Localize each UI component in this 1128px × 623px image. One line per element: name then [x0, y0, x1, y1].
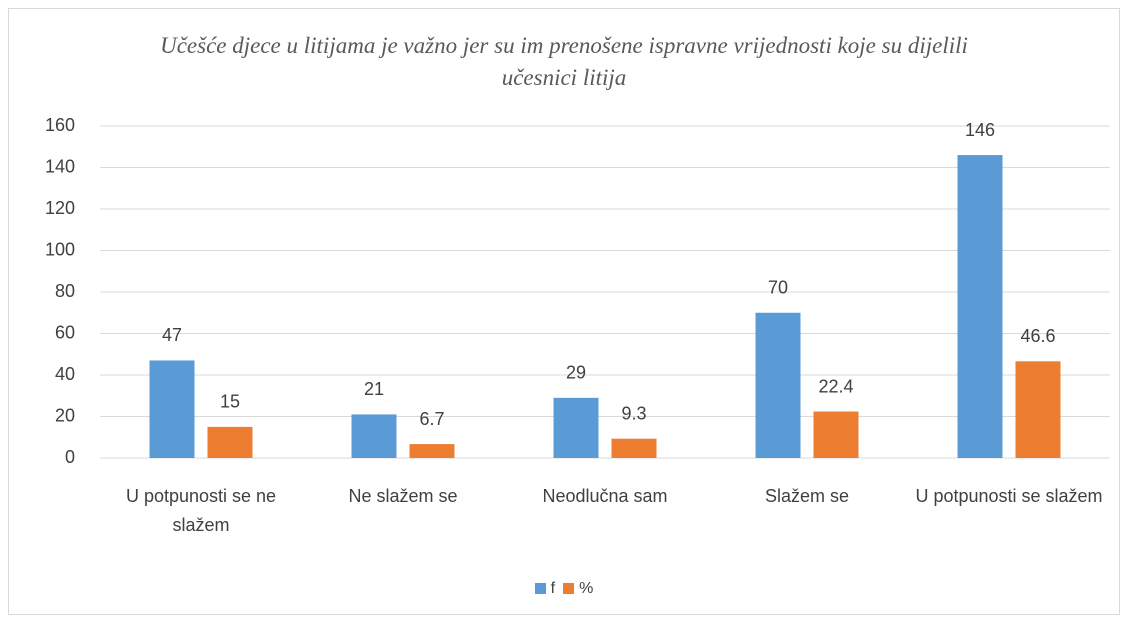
y-tick-label: 20 [55, 405, 75, 425]
y-tick-label: 0 [65, 447, 75, 467]
legend-swatch [563, 583, 575, 594]
legend-swatch [534, 583, 546, 594]
bar [553, 397, 599, 458]
data-label: 146 [965, 120, 995, 140]
x-tick-label: Neodlučna sam [542, 486, 668, 506]
data-label: 21 [364, 379, 384, 399]
bar [1015, 361, 1061, 458]
data-label: 46.6 [1020, 326, 1055, 346]
bar [409, 444, 455, 458]
bar [813, 411, 859, 458]
data-label: 9.3 [621, 403, 646, 423]
y-tick-label: 40 [55, 364, 75, 384]
x-tick-label: U potpunosti se ne slažem [125, 486, 277, 535]
legend-item: f [534, 580, 556, 598]
y-tick-label: 120 [45, 198, 75, 218]
data-label: 15 [220, 392, 240, 412]
y-tick-label: 80 [55, 281, 75, 301]
legend: f% [0, 580, 1128, 598]
data-label: 22.4 [818, 376, 853, 396]
bar [149, 360, 195, 458]
bar [207, 426, 253, 458]
chart-frame [8, 8, 1120, 615]
bar [611, 438, 657, 458]
y-tick-label: 100 [45, 239, 75, 259]
x-tick-label: Ne slažem se [348, 486, 458, 506]
bar [755, 312, 801, 458]
bar [351, 414, 397, 458]
data-label: 47 [162, 325, 182, 345]
legend-item: % [563, 580, 593, 598]
bar [957, 155, 1003, 459]
data-label: 6.7 [419, 409, 444, 429]
y-tick-label: 160 [45, 115, 75, 135]
x-tick-label: U potpunosti se slažem [915, 486, 1103, 506]
chart-title: Učešće djece u litijama je važno jer su … [160, 33, 968, 90]
y-tick-label: 60 [55, 322, 75, 342]
x-tick-label: Slažem se [764, 486, 850, 506]
data-label: 70 [768, 278, 788, 298]
legend-label: % [579, 580, 594, 597]
legend-label: f [550, 580, 556, 597]
data-label: 29 [566, 363, 586, 383]
y-tick-label: 140 [45, 156, 75, 176]
